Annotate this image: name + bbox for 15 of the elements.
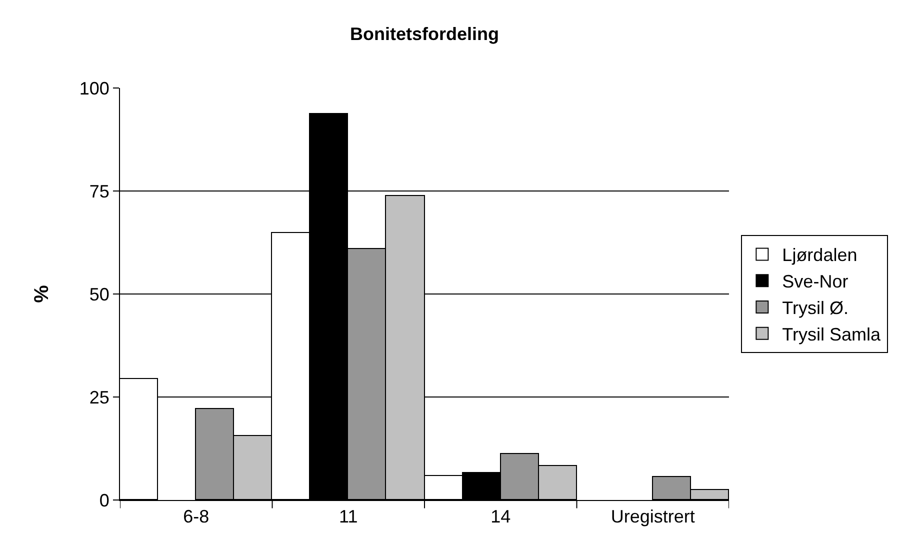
x-tick-label: Uregistrert — [610, 506, 695, 527]
legend-label: Sve-Nor — [782, 272, 848, 292]
y-tick-label: 25 — [89, 387, 110, 408]
x-tick-label: 14 — [490, 506, 511, 527]
chart-title: Bonitetsfordeling — [350, 24, 499, 44]
legend-label: Trysil Ø. — [782, 298, 849, 318]
y-tick-label: 50 — [89, 284, 110, 304]
y-tick-label: 100 — [79, 78, 110, 98]
x-tick-label: 6-8 — [183, 506, 210, 527]
legend-label: Ljørdalen — [782, 245, 858, 266]
y-tick-label: 75 — [89, 181, 110, 202]
y-axis-title: % — [30, 284, 53, 303]
x-tick-label: 11 — [339, 506, 358, 527]
y-tick-label: 0 — [99, 490, 110, 510]
legend-label: Trysil Samla — [782, 324, 882, 344]
